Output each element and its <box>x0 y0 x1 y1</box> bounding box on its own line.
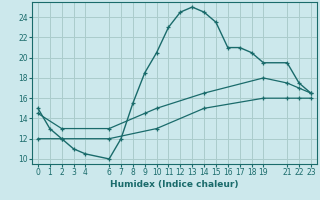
X-axis label: Humidex (Indice chaleur): Humidex (Indice chaleur) <box>110 180 239 189</box>
